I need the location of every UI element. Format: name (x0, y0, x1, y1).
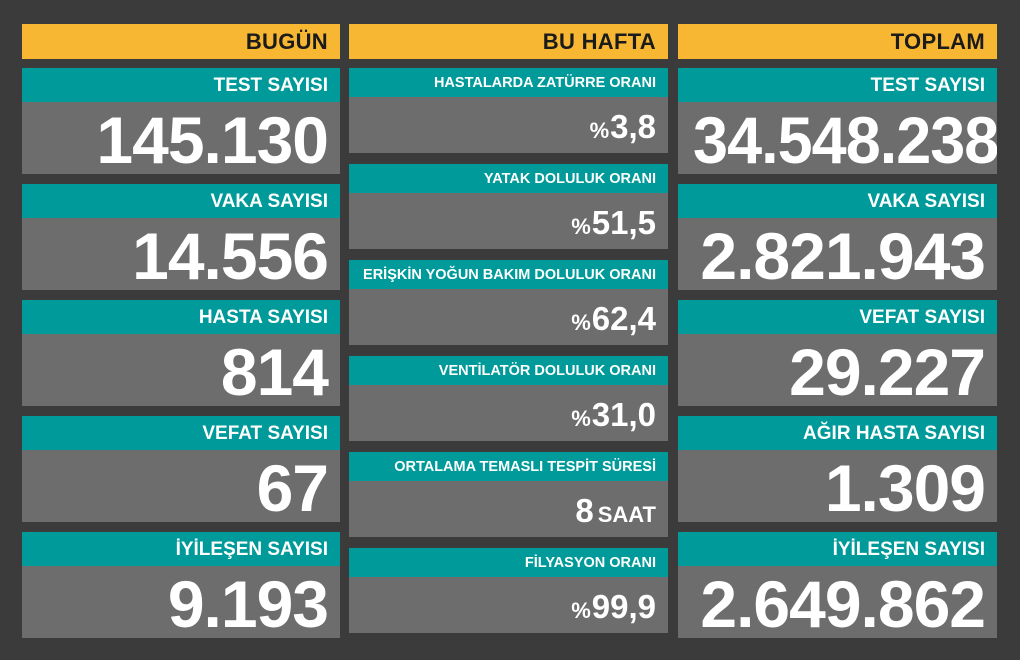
value-number: 8 (575, 492, 594, 529)
card-value: %62,4 (349, 289, 668, 345)
card-label: TEST SAYISI (22, 68, 340, 102)
percent-sign: % (589, 118, 610, 143)
today-death-card: VEFAT SAYISI 67 (22, 416, 340, 522)
card-value: %3,8 (349, 97, 668, 153)
total-death-card: VEFAT SAYISI 29.227 (678, 300, 997, 406)
percent-sign: % (571, 406, 591, 431)
week-column: BU HAFTA HASTALARDA ZATÜRRE ORANI %3,8 Y… (349, 24, 668, 633)
week-bed-occupancy-card: YATAK DOLULUK ORANI %51,5 (349, 164, 668, 249)
card-value: 9.193 (22, 566, 340, 638)
card-value: %99,9 (349, 577, 668, 633)
total-recovered-card: İYİLEŞEN SAYISI 2.649.862 (678, 532, 997, 638)
value-number: 3,8 (610, 108, 656, 145)
card-label: AĞIR HASTA SAYISI (678, 416, 997, 450)
percent-sign: % (571, 310, 591, 335)
week-filiation-card: FİLYASYON ORANI %99,9 (349, 548, 668, 633)
value-number: 62,4 (591, 300, 656, 337)
card-label: HASTALARDA ZATÜRRE ORANI (349, 68, 668, 97)
card-value: 67 (22, 450, 340, 522)
value-number: 51,5 (591, 204, 656, 241)
card-label: VEFAT SAYISI (678, 300, 997, 334)
card-value: %31,0 (349, 385, 668, 441)
total-column: TOPLAM TEST SAYISI 34.548.238 VAKA SAYIS… (678, 24, 997, 638)
value-number: 31,0 (591, 396, 656, 433)
week-contact-time-card: ORTALAMA TEMASLI TESPİT SÜRESİ 8 SAAT (349, 452, 668, 537)
total-critical-card: AĞIR HASTA SAYISI 1.309 (678, 416, 997, 522)
card-value: 145.130 (22, 102, 340, 174)
percent-sign: % (571, 598, 591, 623)
card-value: 34.548.238 (678, 102, 997, 174)
card-label: VEFAT SAYISI (22, 416, 340, 450)
total-test-card: TEST SAYISI 34.548.238 (678, 68, 997, 174)
card-label: İYİLEŞEN SAYISI (22, 532, 340, 566)
card-value: %51,5 (349, 193, 668, 249)
week-icu-occupancy-card: ERİŞKİN YOĞUN BAKIM DOLULUK ORANI %62,4 (349, 260, 668, 345)
week-header: BU HAFTA (349, 24, 668, 59)
card-label: HASTA SAYISI (22, 300, 340, 334)
week-ventilator-card: VENTİLATÖR DOLULUK ORANI %31,0 (349, 356, 668, 441)
card-value: 1.309 (678, 450, 997, 522)
card-label: ORTALAMA TEMASLI TESPİT SÜRESİ (349, 452, 668, 481)
card-value: 814 (22, 334, 340, 406)
card-value: 14.556 (22, 218, 340, 290)
percent-sign: % (571, 214, 591, 239)
value-unit: SAAT (597, 502, 656, 527)
card-value: 29.227 (678, 334, 997, 406)
today-case-card: VAKA SAYISI 14.556 (22, 184, 340, 290)
today-recovered-card: İYİLEŞEN SAYISI 9.193 (22, 532, 340, 638)
card-value: 2.821.943 (678, 218, 997, 290)
today-patient-card: HASTA SAYISI 814 (22, 300, 340, 406)
today-column: BUGÜN TEST SAYISI 145.130 VAKA SAYISI 14… (22, 24, 340, 638)
card-label: ERİŞKİN YOĞUN BAKIM DOLULUK ORANI (349, 260, 668, 289)
card-value: 2.649.862 (678, 566, 997, 638)
total-case-card: VAKA SAYISI 2.821.943 (678, 184, 997, 290)
today-test-card: TEST SAYISI 145.130 (22, 68, 340, 174)
card-label: FİLYASYON ORANI (349, 548, 668, 577)
card-label: VAKA SAYISI (678, 184, 997, 218)
week-pneumonia-card: HASTALARDA ZATÜRRE ORANI %3,8 (349, 68, 668, 153)
value-number: 99,9 (591, 588, 656, 625)
total-header: TOPLAM (678, 24, 997, 59)
card-label: YATAK DOLULUK ORANI (349, 164, 668, 193)
card-label: VAKA SAYISI (22, 184, 340, 218)
today-header: BUGÜN (22, 24, 340, 59)
card-label: İYİLEŞEN SAYISI (678, 532, 997, 566)
card-label: VENTİLATÖR DOLULUK ORANI (349, 356, 668, 385)
card-label: TEST SAYISI (678, 68, 997, 102)
card-value: 8 SAAT (349, 481, 668, 537)
